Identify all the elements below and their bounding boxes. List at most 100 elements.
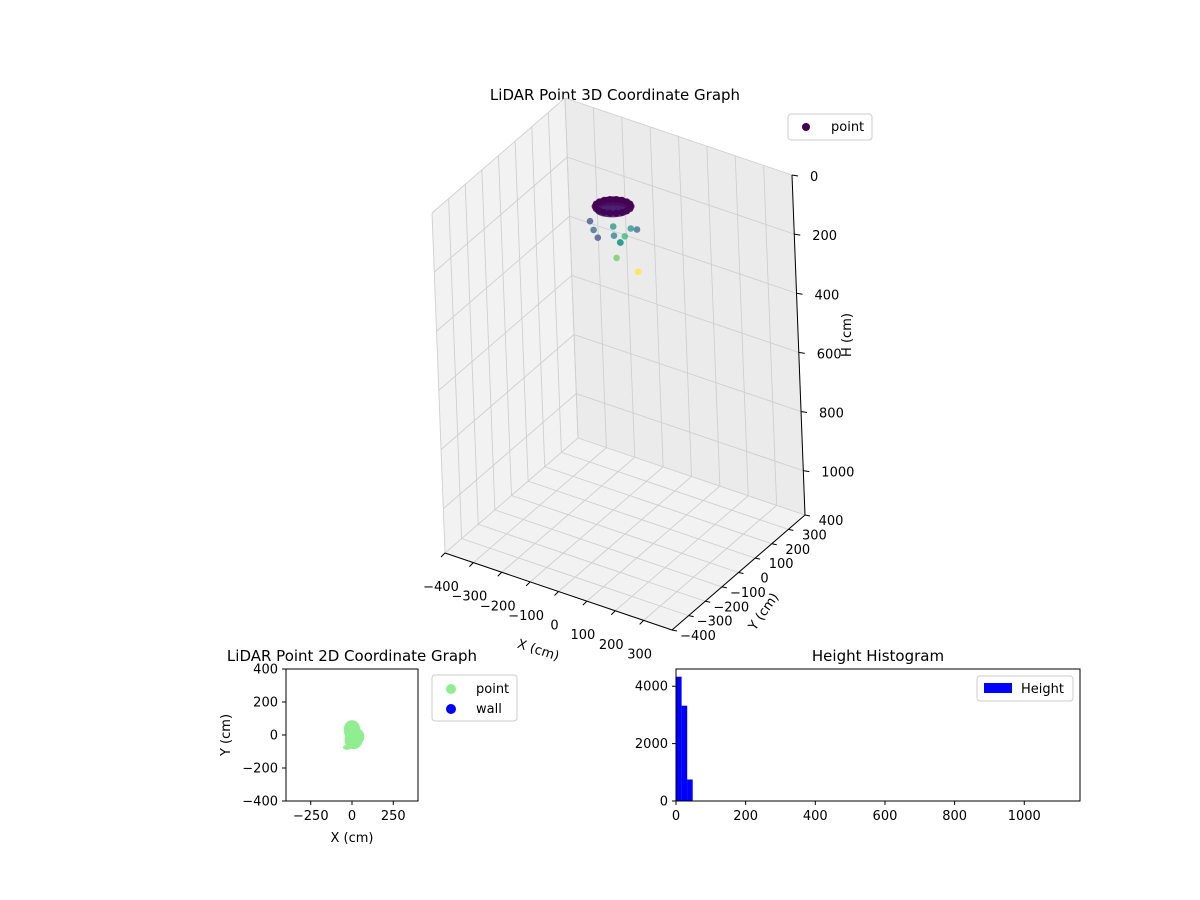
x-tick-label: −400 — [423, 580, 459, 595]
x-tick-label: 0 — [550, 619, 558, 634]
y-tick-label: −200 — [713, 600, 749, 615]
x-tick — [610, 610, 616, 616]
legend-marker-wall — [446, 704, 456, 714]
x-tick — [639, 620, 644, 625]
y-tick — [721, 586, 727, 589]
x-tick-label: 300 — [627, 647, 652, 662]
grid-line — [763, 165, 778, 506]
y-tick — [755, 557, 761, 560]
point — [586, 217, 594, 225]
grid-line — [461, 538, 689, 617]
x-tick — [525, 581, 531, 587]
histogram-frame — [675, 668, 1081, 802]
point — [618, 208, 626, 216]
grid-line — [443, 393, 577, 509]
x-tick-label: 200 — [733, 809, 758, 824]
grid-line — [544, 466, 772, 545]
grid-line — [481, 169, 496, 510]
x-tick — [554, 591, 559, 596]
z-tick — [794, 233, 801, 236]
point — [610, 232, 618, 239]
y-tick — [738, 572, 744, 574]
y-tick-label: 200 — [785, 543, 810, 558]
y-tick-label: 100 — [769, 557, 794, 572]
legend-label-point: point — [476, 682, 509, 697]
y-tick-label: 0 — [760, 572, 768, 587]
grid-line — [511, 495, 739, 573]
histogram-legend: Height — [976, 675, 1074, 702]
grid-line — [494, 509, 723, 588]
point — [612, 196, 620, 203]
histogram-bar — [687, 779, 693, 801]
chart-2d-ticks: −250 0 250 −400 −200 0 200 400 — [242, 663, 405, 825]
x-tick-label: 600 — [873, 809, 898, 824]
legend-swatch-height — [984, 683, 1012, 693]
x-tick-label: 400 — [803, 809, 828, 824]
grid-line — [706, 146, 721, 487]
chart-2d-xlabel: X (cm) — [331, 831, 374, 846]
legend-label-wall: wall — [476, 702, 502, 717]
z-tick — [803, 470, 810, 473]
point — [633, 226, 641, 233]
y-tick-label: 400 — [253, 663, 278, 678]
x-tick-label: −300 — [452, 590, 488, 605]
x-tick-label: 0 — [348, 809, 356, 824]
grid-line — [678, 136, 692, 477]
point — [612, 209, 620, 217]
grid-line — [571, 274, 799, 353]
chart-histogram: Height Histogram 0 200 400 600 800 1000 0 2000 4… — [635, 647, 1081, 824]
grid-line — [436, 215, 570, 332]
x-tick-label: 0 — [672, 809, 680, 824]
grid-line — [567, 156, 795, 235]
chart-2d-legend: point wall — [431, 674, 518, 722]
chart-3d-zlabel: H (cm) — [840, 313, 855, 357]
chart-3d: LiDAR Point 3D Coordinate Graph −400−300… — [423, 86, 873, 665]
y-tick-label: 200 — [253, 696, 278, 711]
chart-3d-tick-labels: −400−300−200−1000100200300−400−300−200−1… — [423, 170, 854, 662]
point — [626, 200, 634, 208]
z-tick-label: 1000 — [821, 466, 854, 481]
grid-line — [561, 451, 789, 530]
chart-3d-xlabel: X (cm) — [515, 637, 561, 665]
x-tick-label: −100 — [508, 609, 544, 624]
chart-3d-title: LiDAR Point 3D Coordinate Graph — [490, 86, 740, 104]
z-tick — [791, 174, 799, 177]
grid-line — [564, 97, 793, 176]
grid-line — [576, 393, 804, 472]
grid-line — [569, 215, 797, 294]
z-tick — [800, 411, 808, 414]
point — [609, 223, 617, 230]
x-tick-label: −200 — [480, 599, 516, 614]
histogram-title: Height Histogram — [812, 647, 944, 665]
z-tick-label: 400 — [815, 288, 840, 303]
grid-line — [573, 334, 802, 412]
histogram-bar — [681, 705, 688, 801]
point — [621, 233, 629, 240]
grid-line — [547, 112, 562, 453]
x-tick-label: 200 — [599, 638, 624, 653]
grid-line — [734, 155, 749, 496]
grid-line — [431, 97, 566, 214]
x-tick-label: 800 — [942, 809, 967, 824]
point — [634, 268, 642, 276]
point — [606, 209, 614, 217]
y-tick-label: 0 — [660, 795, 668, 810]
chart-2d-ylabel: Y (cm) — [219, 714, 234, 757]
chart-2d: LiDAR Point 2D Coordinate Graph −250 0 250… — [219, 647, 518, 846]
x-tick-label: 250 — [381, 809, 406, 824]
legend-box — [787, 113, 873, 141]
z-tick-label: 0 — [810, 170, 818, 185]
z-tick — [798, 351, 805, 354]
x-tick-label: −250 — [293, 809, 329, 824]
point — [616, 239, 624, 246]
y-tick-label: −200 — [242, 762, 278, 777]
chart-2d-title: LiDAR Point 2D Coordinate Graph — [227, 647, 477, 665]
y-tick-label: −400 — [242, 795, 278, 810]
grid-line — [592, 107, 607, 448]
z-axis-line — [791, 174, 806, 516]
z-tick-label: 200 — [812, 229, 837, 244]
y-tick — [788, 528, 794, 531]
grid-line — [431, 212, 446, 554]
y-tick-label: 0 — [270, 729, 278, 744]
